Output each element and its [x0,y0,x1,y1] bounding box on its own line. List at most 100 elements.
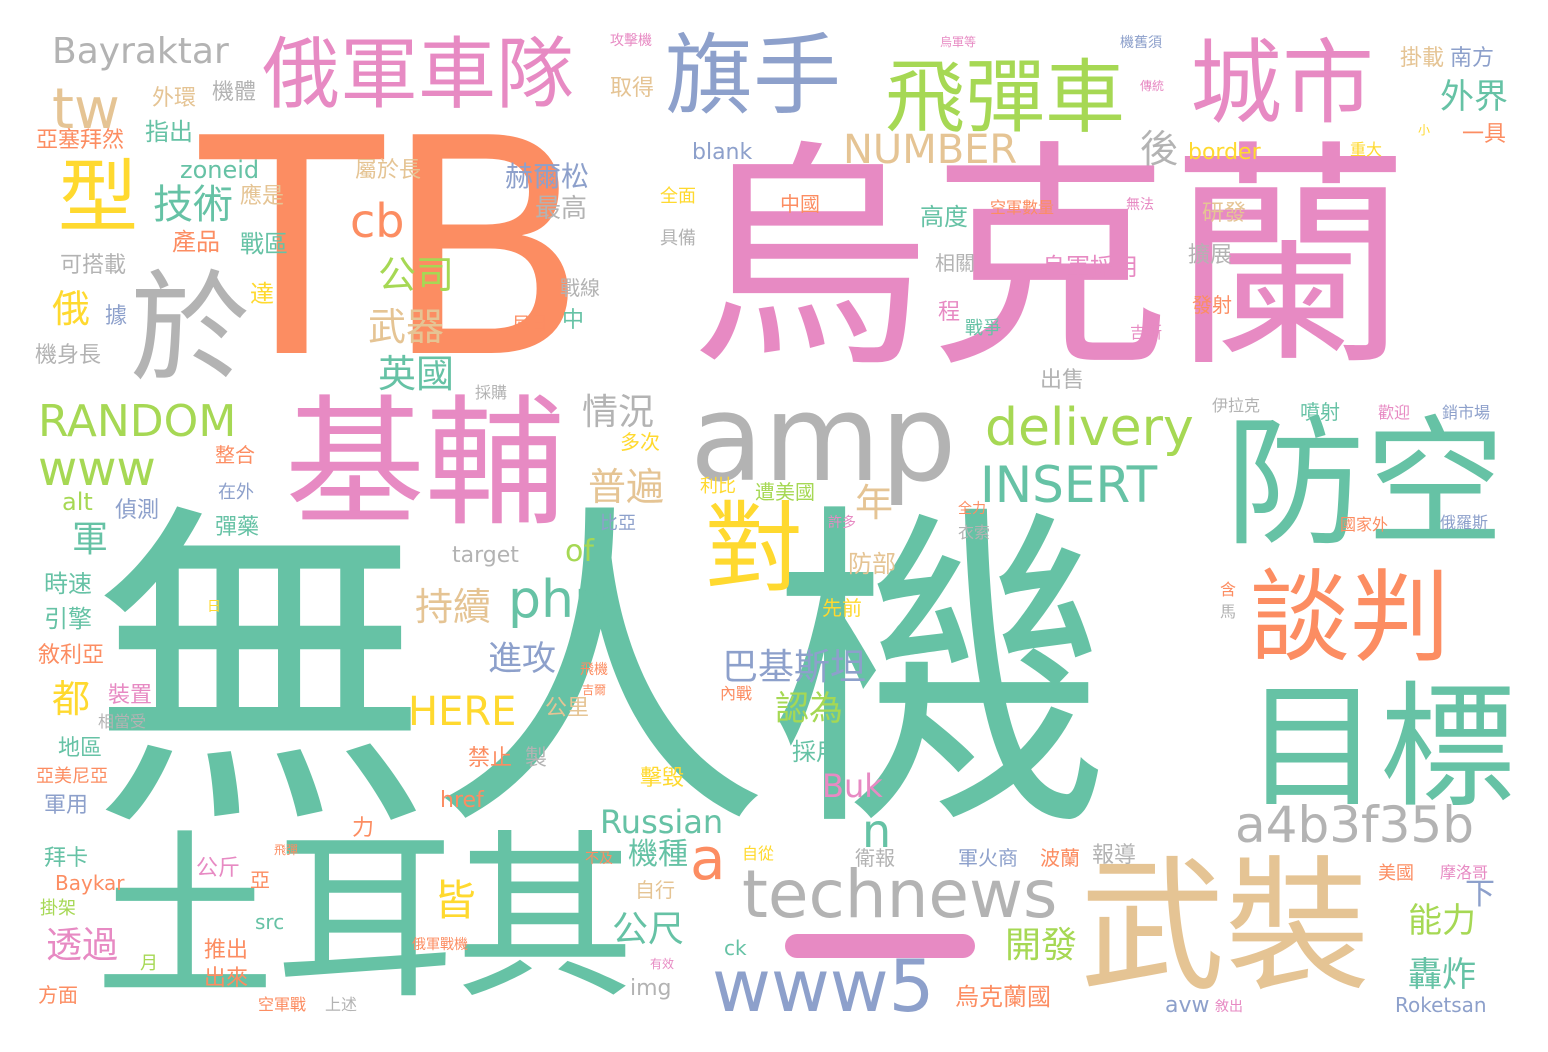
cloud-word: 型 [58,151,138,244]
cloud-word: 進攻 [488,639,556,679]
cloud-word: 有效 [650,957,675,971]
cloud-word: 公司 [378,253,455,297]
cloud-word: target [452,543,519,568]
cloud-word: 自從 [742,844,775,863]
cloud-word: 敘利亞 [38,643,105,668]
cloud-word: 能力 [1408,901,1476,941]
cloud-word: 烏軍等 [940,35,977,49]
cloud-word: 國家外 [1340,515,1389,534]
cloud-word: 屬於長 [355,158,422,183]
cloud-word: 談判 [1250,559,1450,676]
cloud-word: 方面 [38,983,78,1007]
cloud-word: 下 [1465,877,1495,912]
cloud-word: 傳統 [1140,79,1165,93]
cloud-word: a [690,825,726,893]
cloud-word: 日 [207,599,221,615]
cloud-word: 報導 [1092,843,1137,868]
cloud-word: 無法 [1126,197,1154,213]
cloud-word: 空軍戰 [258,995,307,1014]
cloud-word: Bayraktar [52,31,229,72]
cloud-word: 巴基斯坦 [722,647,867,688]
cloud-word: Russian [600,803,724,841]
cloud-word: 亞塞拜然 [36,128,125,153]
cloud-word: 力 [352,816,375,841]
cloud-word: 於 [130,260,250,399]
cloud-word: 時速 [44,570,92,598]
cloud-word: 相當受 [98,712,147,731]
cloud-word: a4b3f35b [1235,796,1474,854]
cloud-word: 外界 [1440,77,1508,117]
cloud-word: 整合 [215,443,255,467]
cloud-word: 拜卡 [44,846,89,871]
cloud-word: 皆 [434,876,477,925]
cloud-word: Buk [822,767,883,805]
cloud-word: zoneid [180,156,260,184]
cloud-word: 中國 [780,192,820,216]
cloud-word: NUMBER [843,127,1018,173]
cloud-word: avw [1165,993,1210,1018]
cloud-word: www [38,441,156,497]
cloud-word: 採用 [792,738,840,766]
cloud-word: 高度 [920,203,968,231]
cloud-word: n [862,804,892,858]
cloud-word: 俄羅斯 [1440,513,1489,532]
cloud-word: 禁止 [468,746,513,771]
cloud-word: php [508,570,607,630]
cloud-word: 銷市場 [1442,403,1491,422]
cloud-word: 伊拉克 [1212,396,1261,415]
cloud-word: 飛機 [580,662,608,678]
cloud-word: delivery [985,398,1194,458]
cloud-word: 基輔 [285,383,566,546]
cloud-word: 擊毀 [640,766,685,791]
cloud-word: Roketsan [1395,993,1487,1017]
cloud-word: 出來 [204,966,249,991]
cloud-word: 烏克蘭 [690,120,1411,400]
cloud-word: 亞 [250,868,270,892]
cloud-word: 達 [250,280,274,308]
cloud-word: 多次 [620,430,660,454]
cloud-word: 裝置 [108,683,153,708]
cloud-word: 擴展 [1188,243,1233,268]
cloud-word: 情況 [582,392,655,433]
cloud-word: 一具 [1462,122,1507,147]
cloud-word: 都 [52,677,91,721]
cloud-word: 全面 [660,186,696,207]
cloud-word: 亞美尼亞 [36,766,108,787]
cloud-word: 南方 [1450,46,1495,71]
cloud-word: 公里 [545,696,590,721]
cloud-word: 俄軍戰機 [412,937,468,953]
cloud-word: 歡迎 [1378,403,1411,422]
cloud-word: technews [742,856,1058,933]
cloud-word: 研發 [1202,201,1247,226]
cloud-word: 噴射 [1300,400,1340,424]
cloud-word: 飛彈 [274,843,299,857]
cloud-word: 後 [1140,127,1179,171]
cloud-word: 空軍數量 [990,198,1055,217]
cloud-word: 敘出 [1215,999,1243,1015]
cloud-word: 遭美國 [755,480,815,504]
cloud-word: INSERT [980,456,1158,514]
cloud-word: 防空 [1225,403,1506,566]
cloud-word: 推出 [204,938,249,963]
cloud-word: 利比 [700,476,736,497]
cloud-word: 馬 [1220,602,1237,621]
cloud-word: HERE [408,689,517,735]
cloud-word: 不及 [585,851,613,867]
cloud-word: 武器 [368,305,445,349]
cloud-word: 全力 [958,501,986,517]
cloud-word: 含 [1220,580,1237,599]
cloud-word: src [255,910,285,934]
cloud-word: 掛載 [1400,46,1445,71]
cloud-word: 掛架 [40,898,76,919]
cloud-word: 吉爾 [582,683,607,697]
cloud-word: 發射 [1192,293,1232,317]
cloud-word: 出售 [1040,368,1085,393]
cloud-word: TB [200,75,590,424]
cloud-word: RANDOM [38,396,237,447]
cloud-word: 可搭載 [60,253,127,278]
cloud-word: 軍 [72,519,109,560]
cloud-word: 產品 [172,228,220,256]
cloud-word: 赫爾松 [505,160,590,193]
cloud-word: 應是 [240,184,285,209]
cloud-word: 英國 [378,352,455,396]
